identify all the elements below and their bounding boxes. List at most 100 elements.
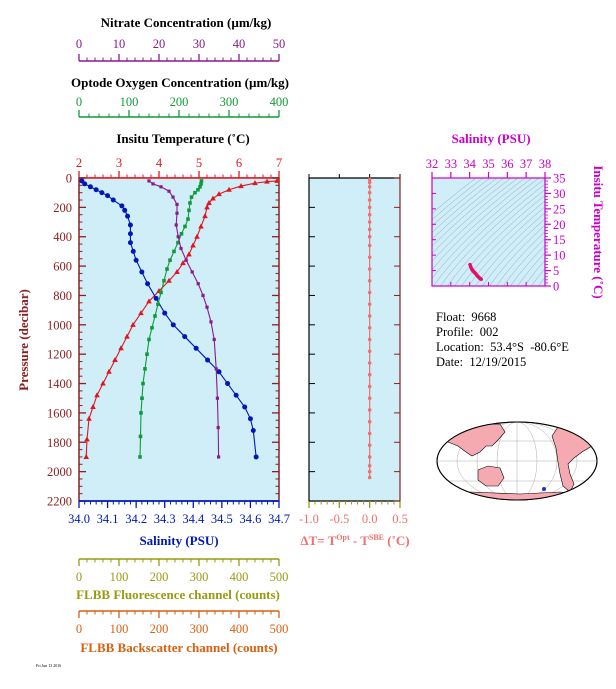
fluorescence-tick-label: 200 <box>150 570 169 584</box>
backscatter-tick-label: 0 <box>76 622 82 636</box>
ts-y-tick-label: 15 <box>553 233 566 247</box>
ts-isopycnal <box>432 178 512 247</box>
oxygen-point <box>189 195 194 199</box>
temperature-point <box>94 392 100 398</box>
nitrate-point <box>209 320 213 324</box>
nitrate-point <box>216 425 220 430</box>
fluorescence-tick-label: 300 <box>190 570 209 584</box>
ts-y-tick-label: 35 <box>553 172 566 186</box>
oxygen-tick-label: 0 <box>76 95 82 109</box>
ts-isopycnal <box>496 231 545 286</box>
oxygen-tick-label: 300 <box>220 95 239 109</box>
temperature-point <box>186 251 192 257</box>
salinity-point <box>105 193 111 199</box>
salinity-point <box>233 392 239 398</box>
nitrate-point <box>171 195 175 199</box>
ts-isopycnal <box>440 183 545 286</box>
oxygen-point <box>186 217 190 221</box>
ts-y-tick-label: 0 <box>553 280 559 294</box>
float-id: Float: 9668 <box>436 310 497 324</box>
ts-isopycnal <box>454 194 545 286</box>
oxygen-point <box>153 314 157 318</box>
delta-t-point <box>367 361 372 365</box>
ts-y-tick-label: 20 <box>553 218 566 232</box>
oxygen-point <box>179 231 184 236</box>
delta-t-tick-label: -0.5 <box>329 512 349 526</box>
ts-x-tick-label: 35 <box>482 157 495 171</box>
temperature-point <box>202 213 208 219</box>
ts-y-tick-label: 10 <box>553 249 566 263</box>
nitrate-tick-label: 50 <box>273 37 286 51</box>
ts-isopycnal <box>432 178 505 240</box>
fluorescence-tick-label: 100 <box>110 570 129 584</box>
salinity-point <box>127 222 133 228</box>
globe-map <box>436 421 598 501</box>
ts-title: Salinity (PSU) <box>451 131 530 146</box>
nitrate-point <box>147 179 151 183</box>
temperature-point <box>83 453 89 459</box>
delta-t-tick-label: 0.0 <box>362 512 378 526</box>
delta-t-point <box>367 349 372 354</box>
salinity-point <box>247 416 253 422</box>
ts-isopycnal <box>503 238 545 286</box>
ts-isopycnal <box>432 178 540 279</box>
fluorescence-axis-title: FLBB Fluorescence channel (counts) <box>76 587 280 602</box>
salinity-tick-label: 34.7 <box>268 512 290 526</box>
ts-isopycnal-group <box>432 178 545 286</box>
nitrate-point <box>214 367 218 371</box>
oxygen-point <box>183 224 187 229</box>
nitrate-point <box>179 246 183 251</box>
timestamp-stamp: Fri Jun 13 2016 <box>36 663 62 668</box>
nitrate-point <box>205 305 209 309</box>
temperature-point <box>84 436 90 442</box>
delta-t-title-main: ΔT= T <box>300 533 336 548</box>
ts-isopycnals <box>432 178 545 286</box>
salinity-point <box>145 281 151 287</box>
oxygen-tick-label: 400 <box>270 95 289 109</box>
pressure-tick-label: 2000 <box>47 465 72 479</box>
backscatter-axis-title: FLBB Backscatter channel (counts) <box>80 640 277 655</box>
delta-t-point <box>367 255 372 260</box>
pressure-tick-label: 800 <box>53 289 72 303</box>
ts-x-tick-label: 33 <box>445 157 458 171</box>
globe-australia <box>477 465 505 487</box>
nitrate-point <box>217 455 221 459</box>
delta-t-point <box>367 337 372 342</box>
oxygen-point <box>196 187 200 192</box>
pressure-tick-label: 400 <box>53 230 72 244</box>
oxygen-axis-title: Optode Oxygen Concentration (µm/kg) <box>71 75 289 90</box>
backscatter-axis: 0 100 200 300 400 500 FLBB Backscatter channe… <box>76 610 288 655</box>
nitrate-point <box>212 337 216 342</box>
temperature-point <box>190 242 196 248</box>
salinity-point <box>139 269 145 275</box>
delta-t-plot-area <box>308 177 401 502</box>
oxygen-point <box>145 352 149 356</box>
delta-t-point <box>367 469 372 474</box>
pressure-tick-label: 1000 <box>47 318 72 332</box>
delta-t-point <box>367 278 372 283</box>
delta-t-point <box>367 290 372 295</box>
delta-t-point <box>367 408 372 412</box>
ts-isopycnal <box>432 178 519 255</box>
ts-isopycnal <box>510 245 545 286</box>
profile-date: Date: 12/19/2015 <box>436 355 527 369</box>
delta-t-title-sup2: SBE <box>369 533 384 542</box>
temperature-point <box>118 345 124 351</box>
profile-series <box>79 177 280 460</box>
nitrate-point <box>176 235 180 239</box>
ts-y-tick-label: 30 <box>553 187 566 201</box>
salinity-tick-label: 34.2 <box>125 512 147 526</box>
delta-t-point <box>367 372 372 377</box>
nitrate-point <box>215 396 219 400</box>
delta-t-series: -1.0 -0.5 0.0 0.5 <box>299 174 408 526</box>
temperature-point <box>146 298 152 304</box>
backscatter-tick-label: 100 <box>110 622 129 636</box>
salinity-tick-label: 34.1 <box>97 512 119 526</box>
fluorescence-tick-label: 400 <box>230 570 249 584</box>
delta-t-point <box>367 396 372 401</box>
delta-t-point <box>367 314 372 318</box>
oxygen-point <box>139 411 143 415</box>
temperature-point <box>112 357 118 363</box>
nitrate-point <box>175 202 179 207</box>
